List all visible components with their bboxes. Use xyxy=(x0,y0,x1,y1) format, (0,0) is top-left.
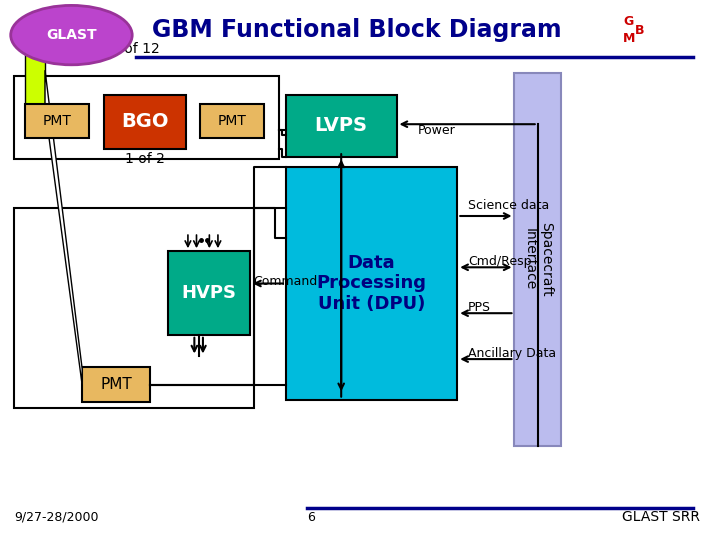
Bar xyxy=(25,104,89,138)
Text: 6: 6 xyxy=(307,511,315,524)
Text: PMT: PMT xyxy=(100,377,132,392)
Bar xyxy=(515,73,561,446)
Bar xyxy=(14,208,253,408)
Text: 9/27-28/2000: 9/27-28/2000 xyxy=(14,511,99,524)
Text: Command: Command xyxy=(253,275,318,288)
Bar xyxy=(14,76,279,159)
Text: PPS: PPS xyxy=(468,301,491,314)
Text: Cmd/Resp: Cmd/Resp xyxy=(468,255,531,268)
Bar xyxy=(168,251,250,335)
Text: Power: Power xyxy=(418,124,456,137)
Text: Spacecraft
Interface: Spacecraft Interface xyxy=(523,222,553,296)
Text: NaI: NaI xyxy=(25,39,55,58)
Ellipse shape xyxy=(11,5,132,65)
Text: M: M xyxy=(623,32,635,45)
Polygon shape xyxy=(45,70,82,385)
Text: G: G xyxy=(624,15,634,28)
Bar xyxy=(286,167,457,400)
Text: GLAST: GLAST xyxy=(46,28,96,42)
Text: BGO: BGO xyxy=(121,112,168,131)
Text: PMT: PMT xyxy=(42,114,71,128)
Text: Data
Processing
Unit (DPU): Data Processing Unit (DPU) xyxy=(317,254,426,313)
Text: PMT: PMT xyxy=(217,114,247,128)
Text: HVPS: HVPS xyxy=(181,284,236,302)
Bar xyxy=(25,49,45,108)
Text: Ancillary Data: Ancillary Data xyxy=(468,347,556,360)
Text: LVPS: LVPS xyxy=(315,116,368,135)
Text: GBM Functional Block Diagram: GBM Functional Block Diagram xyxy=(153,18,562,42)
Text: B: B xyxy=(635,24,644,37)
Text: 1 of 2: 1 of 2 xyxy=(125,152,165,166)
Bar xyxy=(82,367,150,402)
Bar xyxy=(104,94,186,149)
Text: GLAST SRR: GLAST SRR xyxy=(621,510,700,524)
Bar xyxy=(200,104,264,138)
Text: Science data: Science data xyxy=(468,199,549,212)
Text: 1 of 12: 1 of 12 xyxy=(111,42,160,56)
Bar xyxy=(286,94,397,157)
